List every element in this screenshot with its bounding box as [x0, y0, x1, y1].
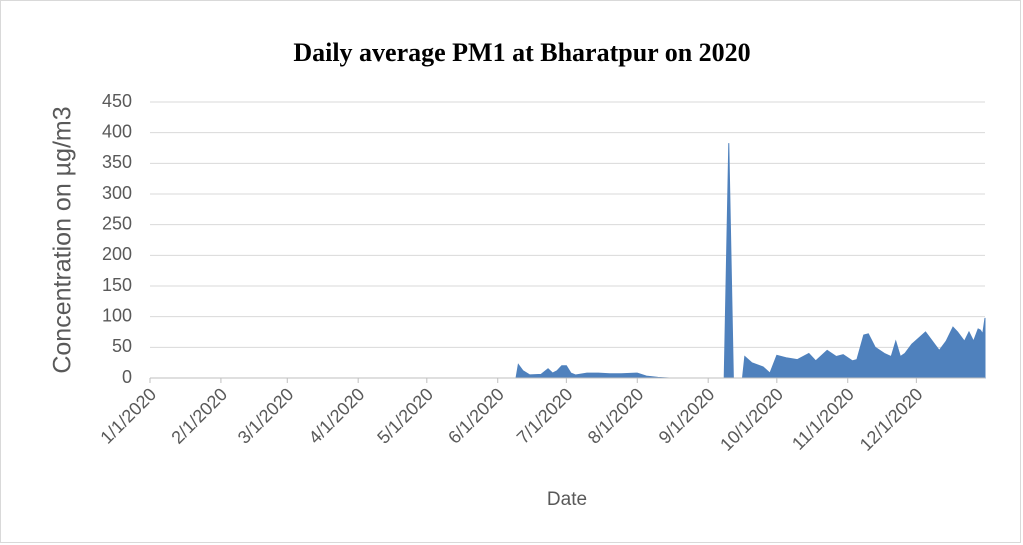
y-tick-label: 250	[102, 213, 132, 233]
y-tick-label: 100	[102, 305, 132, 325]
y-axis-label: Concentration on µg/m3	[49, 106, 77, 373]
y-tick-label: 150	[102, 275, 132, 295]
x-axis-label: Date	[547, 489, 587, 510]
area	[150, 143, 986, 379]
y-tick-label: 450	[102, 91, 132, 111]
chart-title: Daily average PM1 at Bharatpur on 2020	[293, 38, 750, 67]
y-tick-label: 400	[102, 121, 132, 141]
y-tick-label: 350	[102, 152, 132, 172]
y-tick-label: 50	[112, 336, 132, 356]
y-tick-label: 200	[102, 244, 132, 264]
y-tick-label: 300	[102, 183, 132, 203]
y-tick-label: 0	[122, 367, 132, 387]
